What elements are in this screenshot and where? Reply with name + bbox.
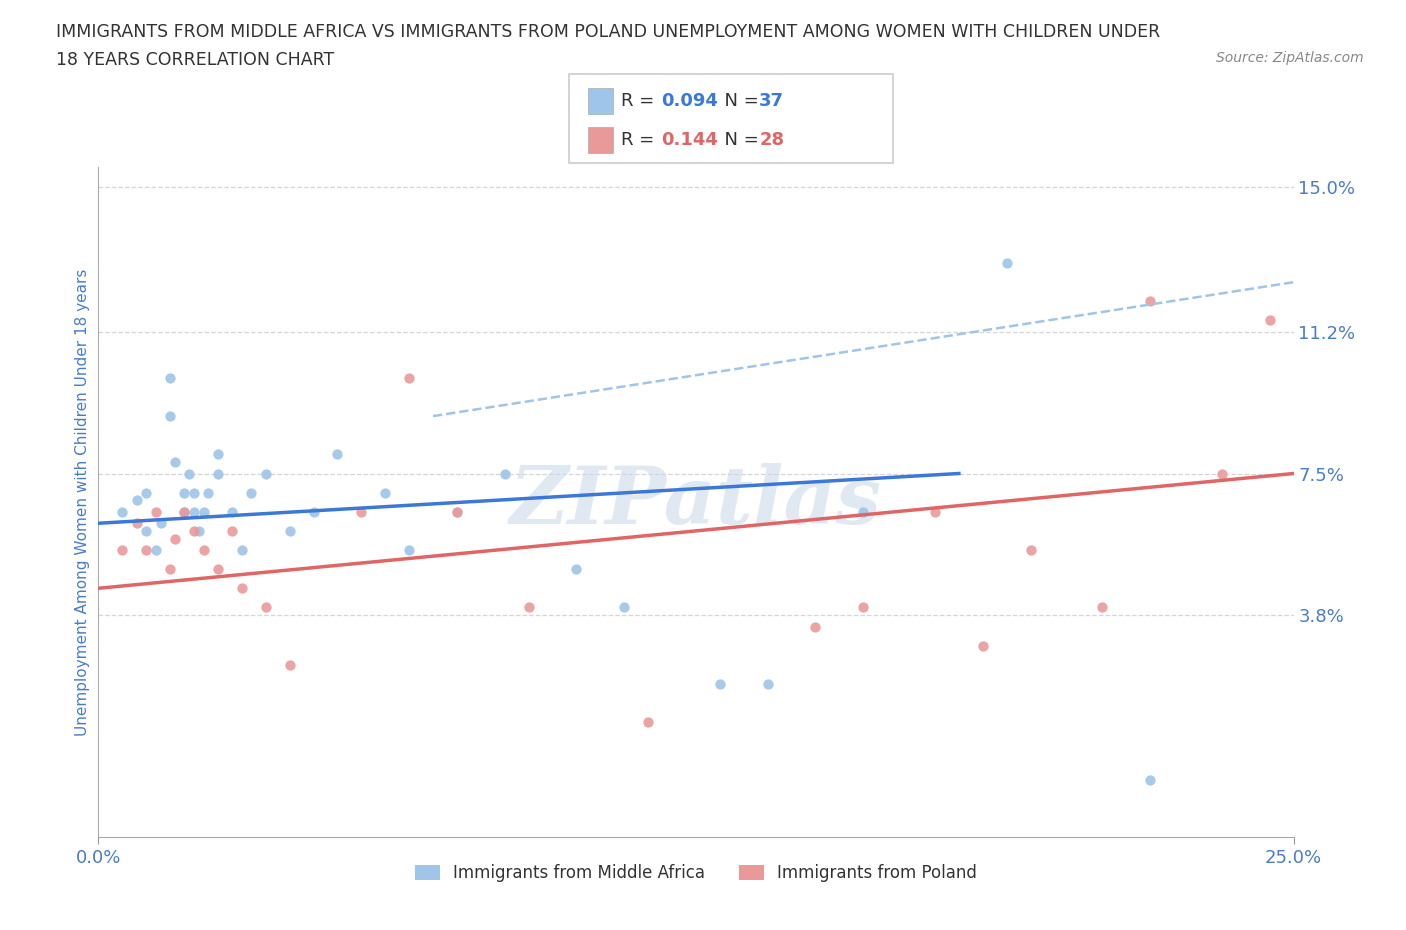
Point xyxy=(613,600,636,615)
Point xyxy=(852,600,875,615)
Point xyxy=(804,619,827,634)
Legend: Immigrants from Middle Africa, Immigrants from Poland: Immigrants from Middle Africa, Immigrant… xyxy=(408,857,984,889)
Point xyxy=(159,562,181,577)
Point xyxy=(125,516,148,531)
Text: R =: R = xyxy=(621,92,661,110)
Point xyxy=(398,542,420,557)
Point xyxy=(756,676,779,691)
Point xyxy=(1019,542,1042,557)
Text: N =: N = xyxy=(713,131,765,149)
Point xyxy=(1139,294,1161,309)
Point xyxy=(1258,313,1281,328)
Point xyxy=(302,504,325,519)
Point xyxy=(924,504,946,519)
Point xyxy=(254,466,277,481)
Text: Source: ZipAtlas.com: Source: ZipAtlas.com xyxy=(1216,51,1364,65)
Text: N =: N = xyxy=(713,92,765,110)
Point xyxy=(231,542,253,557)
Point xyxy=(173,485,195,500)
Point xyxy=(135,542,157,557)
Point xyxy=(135,524,157,538)
Point xyxy=(972,638,994,653)
Point xyxy=(187,524,209,538)
Point xyxy=(995,256,1018,271)
Point xyxy=(159,370,181,385)
Point xyxy=(207,562,229,577)
Point xyxy=(221,504,243,519)
Point xyxy=(231,581,253,596)
Point xyxy=(1091,600,1114,615)
Point xyxy=(565,562,588,577)
Point xyxy=(135,485,157,500)
Point xyxy=(183,524,205,538)
Point xyxy=(446,504,468,519)
Point xyxy=(278,658,301,672)
Text: IMMIGRANTS FROM MIDDLE AFRICA VS IMMIGRANTS FROM POLAND UNEMPLOYMENT AMONG WOMEN: IMMIGRANTS FROM MIDDLE AFRICA VS IMMIGRA… xyxy=(56,23,1160,41)
Text: 0.144: 0.144 xyxy=(661,131,717,149)
Point xyxy=(197,485,219,500)
Point xyxy=(179,466,201,481)
Point xyxy=(183,485,205,500)
Point xyxy=(637,715,659,730)
Point xyxy=(221,524,243,538)
Point xyxy=(350,504,373,519)
Point xyxy=(159,408,181,423)
Point xyxy=(709,676,731,691)
Point xyxy=(494,466,516,481)
Point xyxy=(446,504,468,519)
Y-axis label: Unemployment Among Women with Children Under 18 years: Unemployment Among Women with Children U… xyxy=(75,269,90,736)
Point xyxy=(125,493,148,508)
Text: R =: R = xyxy=(621,131,661,149)
Text: 0.094: 0.094 xyxy=(661,92,717,110)
Point xyxy=(517,600,540,615)
Point xyxy=(240,485,263,500)
Point xyxy=(374,485,396,500)
Point xyxy=(193,504,215,519)
Point xyxy=(207,466,229,481)
Text: 18 YEARS CORRELATION CHART: 18 YEARS CORRELATION CHART xyxy=(56,51,335,69)
Point xyxy=(207,447,229,462)
Point xyxy=(1211,466,1233,481)
Point xyxy=(1139,772,1161,787)
Point xyxy=(398,370,420,385)
Text: 37: 37 xyxy=(759,92,785,110)
Point xyxy=(163,455,186,470)
Point xyxy=(326,447,349,462)
Point xyxy=(163,531,186,546)
Point xyxy=(852,504,875,519)
Point xyxy=(145,504,167,519)
Point xyxy=(173,504,195,519)
Point xyxy=(254,600,277,615)
Text: ZIPatlas: ZIPatlas xyxy=(510,463,882,541)
Point xyxy=(111,542,134,557)
Point xyxy=(183,504,205,519)
Point xyxy=(111,504,134,519)
Point xyxy=(193,542,215,557)
Point xyxy=(145,542,167,557)
Point xyxy=(173,504,195,519)
Point xyxy=(278,524,301,538)
Text: 28: 28 xyxy=(759,131,785,149)
Point xyxy=(149,516,172,531)
